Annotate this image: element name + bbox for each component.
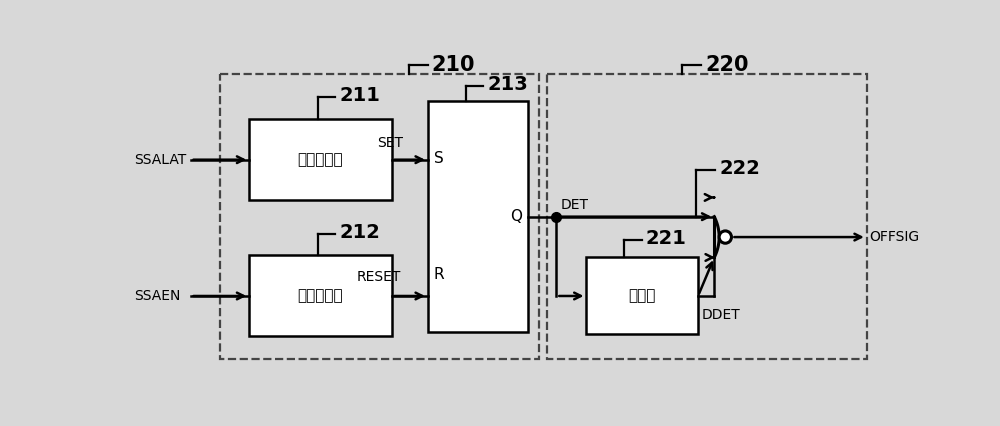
Text: RESET: RESET	[356, 271, 401, 285]
Text: S: S	[434, 151, 444, 167]
Bar	[249, 255, 392, 336]
Text: 211: 211	[339, 86, 380, 105]
Circle shape	[719, 231, 731, 243]
Text: DDET: DDET	[702, 308, 741, 322]
Text: 222: 222	[719, 159, 760, 178]
Text: 213: 213	[487, 75, 528, 94]
Text: 221: 221	[646, 229, 687, 248]
Bar	[249, 119, 392, 200]
Bar	[586, 257, 698, 334]
Text: 脉冲产生器: 脉冲产生器	[298, 288, 343, 303]
Text: SSAEN: SSAEN	[134, 289, 180, 303]
Text: 延迟器: 延迟器	[629, 288, 656, 303]
Text: 210: 210	[432, 55, 475, 75]
Text: SSALAT: SSALAT	[134, 153, 186, 167]
Text: DET: DET	[560, 198, 588, 212]
Text: OFFSIG: OFFSIG	[869, 230, 919, 244]
Text: R: R	[434, 267, 445, 282]
Text: SET: SET	[377, 135, 403, 150]
Text: 220: 220	[705, 55, 748, 75]
Bar	[220, 74, 539, 359]
Text: 脉冲产生器: 脉冲产生器	[298, 152, 343, 167]
Bar	[547, 74, 867, 359]
Bar	[428, 101, 528, 332]
Text: 212: 212	[339, 223, 380, 242]
Text: Q: Q	[510, 209, 522, 224]
